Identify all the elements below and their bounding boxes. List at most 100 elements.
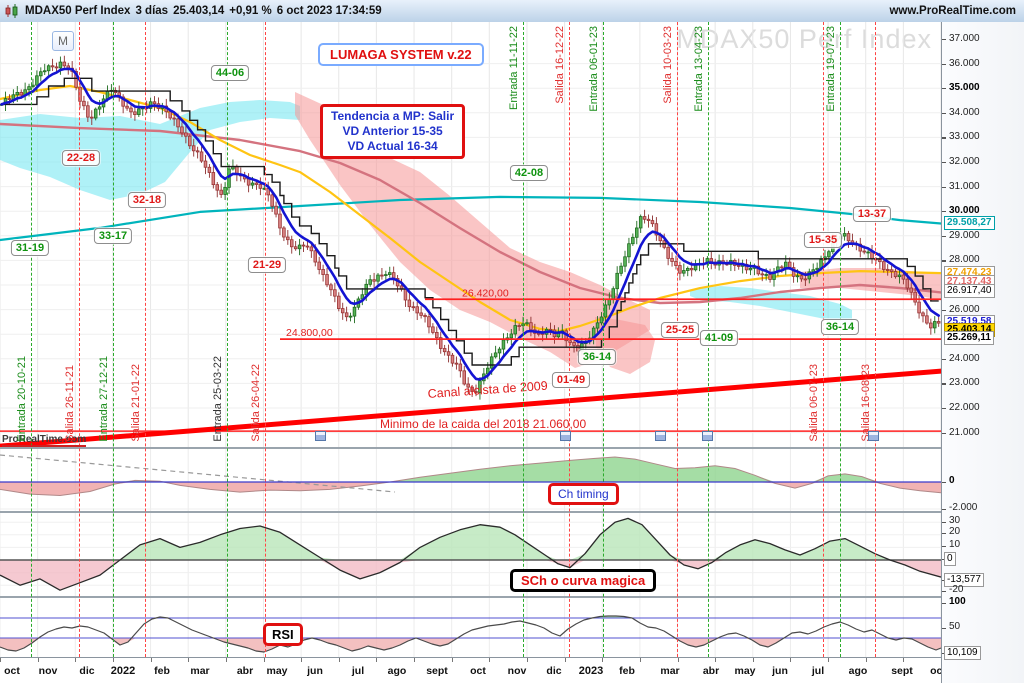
axis-tick <box>942 186 946 188</box>
axis-tick <box>942 432 946 434</box>
entry-line <box>840 22 841 657</box>
signal-label: 33-17 <box>93 228 133 244</box>
indicator-axis-label: 20 <box>949 526 961 537</box>
level-label: 26.420,00 <box>462 287 509 299</box>
time-axis-tick <box>527 658 528 662</box>
exit-line <box>145 22 146 657</box>
time-axis-label: ago <box>848 665 868 677</box>
price-axis-value-label: 26.917,40 <box>944 284 995 298</box>
rsi-label: RSI <box>263 623 303 646</box>
axis-tick <box>942 211 946 213</box>
trade-label: Entrada 19-07-23 <box>825 26 837 112</box>
last-price: 25.403,14 <box>173 5 225 17</box>
trade-label: Salida 10-03-23 <box>662 26 674 104</box>
axis-tick <box>942 88 946 90</box>
prorealtime-url: www.ProRealTime.com <box>889 5 1016 17</box>
entry-line <box>603 22 604 657</box>
axis-tick <box>942 162 946 164</box>
time-axis-tick <box>715 658 717 662</box>
m-button[interactable]: M <box>52 31 74 51</box>
time-axis-label: feb <box>154 665 170 677</box>
time-axis-label: nov <box>507 665 527 677</box>
price-axis-value-label: 29.508,27 <box>944 216 995 230</box>
panel-divider <box>0 511 1024 513</box>
axis-tick <box>942 522 946 524</box>
price-axis-label: 34.000 <box>949 106 980 118</box>
time-axis-label: dic <box>79 665 95 677</box>
ch-timing-panel-canvas[interactable] <box>0 449 941 512</box>
time-axis-label: sept <box>426 665 448 677</box>
entry-line <box>113 22 114 657</box>
time-axis-label: jul <box>811 665 825 677</box>
time-axis-tick <box>37 658 39 662</box>
axis-tick <box>942 309 946 311</box>
axis-tick <box>942 137 946 139</box>
time-axis-tick <box>489 658 491 662</box>
entry-line <box>523 22 524 657</box>
axis-tick <box>942 358 946 360</box>
time-axis-tick <box>865 658 867 662</box>
time-axis-tick <box>150 658 152 662</box>
time-axis-label: jun <box>307 665 323 677</box>
axis-tick <box>942 628 946 630</box>
axis-tick <box>942 112 946 114</box>
price-axis[interactable]: 37.000 36.000 35.000 34.000 33.000 32.000 31.0… <box>941 22 1024 683</box>
trendline-label: Canal alcista de 2009 <box>427 379 548 401</box>
price-axis-label: 21.000 <box>949 426 980 438</box>
axis-tick <box>942 63 946 65</box>
exit-line <box>79 22 80 657</box>
indicator-axis-label: 100 <box>949 596 966 607</box>
axis-tick <box>942 533 946 535</box>
time-axis-label: oct <box>4 665 20 677</box>
time-axis-tick <box>828 658 830 662</box>
axis-tick <box>942 482 946 484</box>
time-axis-tick <box>376 658 378 662</box>
price-axis-label: 29.000 <box>949 229 980 241</box>
time-axis[interactable]: oct nov dic 2022 feb mar abr may jun jul ago sept oc… <box>0 657 1024 683</box>
time-axis-label: sept <box>891 665 913 677</box>
exit-line <box>265 22 266 657</box>
indicator-axis-label: -20 <box>949 584 964 595</box>
indicator-axis-label: 30 <box>949 515 961 526</box>
time-axis-label: dic <box>546 665 562 677</box>
indicator-axis-label: -13,577 <box>944 573 984 587</box>
event-marker-icon[interactable] <box>560 431 571 441</box>
indicator-axis-label: 0 <box>949 475 955 486</box>
indicator-axis-label: 10 <box>949 539 961 550</box>
signal-label: 21-29 <box>247 257 287 273</box>
time-axis-tick <box>112 658 114 662</box>
exit-line <box>569 22 570 657</box>
price-axis-label: 36.000 <box>949 57 980 69</box>
trade-label: Entrada 25-03-22 <box>212 356 224 442</box>
time-axis-tick <box>677 658 679 662</box>
timeframe-label: 3 días <box>135 5 169 17</box>
event-marker-icon[interactable] <box>315 431 326 441</box>
time-axis-tick <box>602 658 604 662</box>
time-axis-label: mar <box>190 665 210 677</box>
rsi-panel-canvas[interactable] <box>0 597 941 657</box>
axis-tick <box>942 603 946 605</box>
indicator-axis-label: -2.000 <box>949 502 978 513</box>
time-axis-label: mar <box>660 665 680 677</box>
event-marker-icon[interactable] <box>655 431 666 441</box>
axis-tick <box>942 408 946 410</box>
axis-tick <box>942 260 946 262</box>
time-axis-tick <box>414 658 415 662</box>
event-marker-icon[interactable] <box>868 431 879 441</box>
lumaga-system-box: LUMAGA SYSTEM v.22 <box>318 43 484 66</box>
exit-line <box>875 22 876 657</box>
trade-label: Entrada 11-11-22 <box>508 26 520 110</box>
time-axis-tick <box>451 658 453 662</box>
panel-divider <box>0 447 1024 449</box>
sch-panel-canvas[interactable] <box>0 512 941 597</box>
time-axis-label: may <box>266 665 288 677</box>
axis-tick <box>942 235 946 237</box>
price-axis-label: 26.000 <box>949 303 980 315</box>
event-marker-icon[interactable] <box>702 431 713 441</box>
signal-label: 42-08 <box>509 165 549 181</box>
time-axis-tick <box>75 658 77 662</box>
level-label: Minimo de la caida del 2018 21.060,00 <box>380 417 586 431</box>
time-axis-tick <box>790 658 792 662</box>
trade-label: Entrada 27-12-21 <box>98 356 110 442</box>
